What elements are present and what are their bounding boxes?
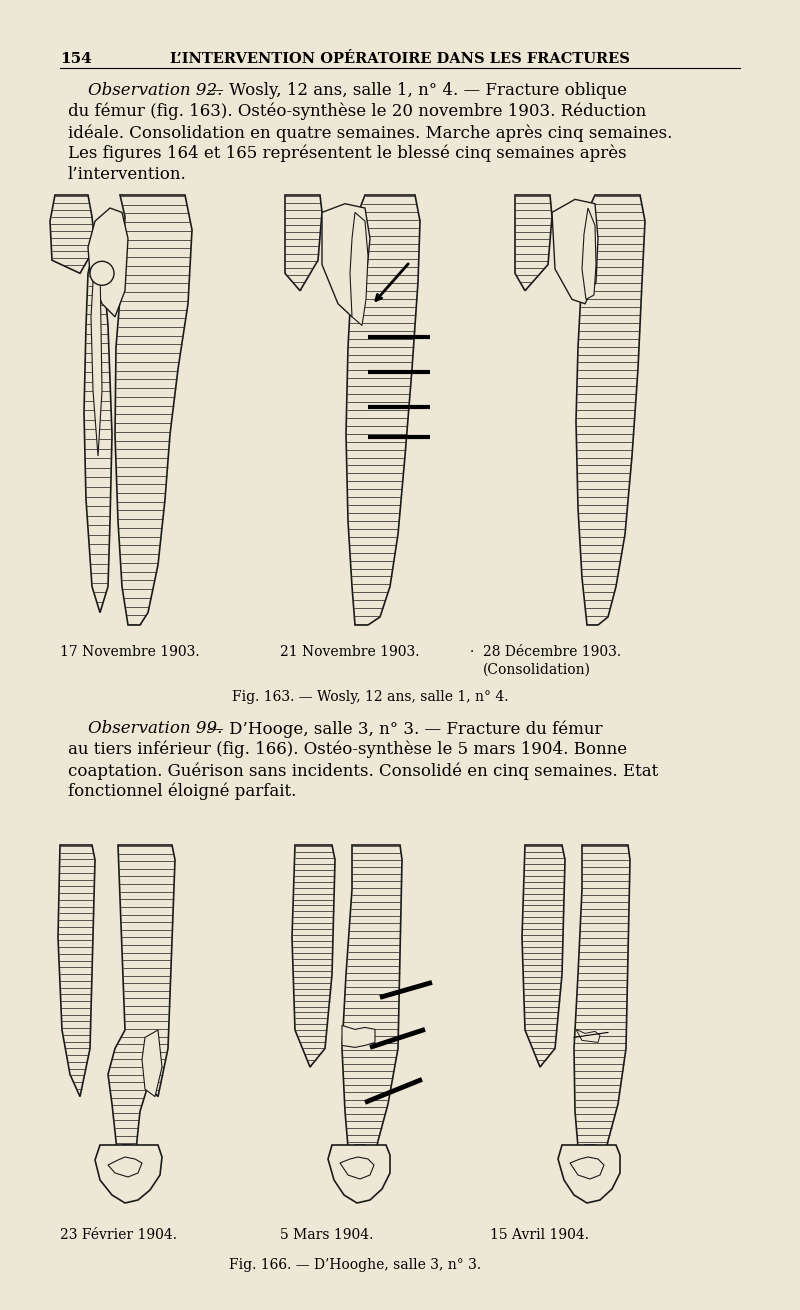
Text: Observation 99.: Observation 99. xyxy=(88,721,222,738)
Polygon shape xyxy=(346,195,420,625)
Text: — D’Hooge, salle 3, n° 3. — Fracture du fémur: — D’Hooge, salle 3, n° 3. — Fracture du … xyxy=(202,721,602,738)
Text: ·: · xyxy=(470,645,474,659)
Polygon shape xyxy=(142,1030,162,1096)
Text: — Wosly, 12 ans, salle 1, n° 4. — Fracture oblique: — Wosly, 12 ans, salle 1, n° 4. — Fractu… xyxy=(202,83,627,100)
Polygon shape xyxy=(342,845,402,1178)
Text: 17 Novembre 1903.: 17 Novembre 1903. xyxy=(60,645,200,659)
Polygon shape xyxy=(95,1145,162,1203)
Polygon shape xyxy=(576,1030,600,1043)
Text: 23 Février 1904.: 23 Février 1904. xyxy=(60,1227,177,1242)
Polygon shape xyxy=(340,1157,374,1179)
Polygon shape xyxy=(115,195,192,625)
Polygon shape xyxy=(350,212,368,325)
Polygon shape xyxy=(88,208,128,317)
Polygon shape xyxy=(570,1157,604,1179)
Polygon shape xyxy=(515,195,552,291)
Text: 28 Décembre 1903.: 28 Décembre 1903. xyxy=(483,645,621,659)
Polygon shape xyxy=(58,845,95,1096)
Polygon shape xyxy=(582,208,596,300)
Text: 21 Novembre 1903.: 21 Novembre 1903. xyxy=(280,645,419,659)
Text: L’INTERVENTION OPÉRATOIRE DANS LES FRACTURES: L’INTERVENTION OPÉRATOIRE DANS LES FRACT… xyxy=(170,52,630,66)
Polygon shape xyxy=(84,255,112,613)
Text: idéale. Consolidation en quatre semaines. Marche après cinq semaines.: idéale. Consolidation en quatre semaines… xyxy=(68,124,672,141)
Polygon shape xyxy=(285,195,322,291)
Text: coaptation. Guérison sans incidents. Consolidé en cinq semaines. Etat: coaptation. Guérison sans incidents. Con… xyxy=(68,762,658,779)
Polygon shape xyxy=(50,195,95,274)
Circle shape xyxy=(90,261,114,286)
Text: Observation 92.: Observation 92. xyxy=(88,83,222,100)
Polygon shape xyxy=(292,845,335,1068)
Text: 154: 154 xyxy=(60,52,92,66)
Text: fonctionnel éloigné parfait.: fonctionnel éloigné parfait. xyxy=(68,783,296,800)
Text: Les figures 164 et 165 représentent le blessé cinq semaines après: Les figures 164 et 165 représentent le b… xyxy=(68,145,626,162)
Polygon shape xyxy=(108,845,175,1159)
Text: 5 Mars 1904.: 5 Mars 1904. xyxy=(280,1227,374,1242)
Text: Fig. 163. — Wosly, 12 ans, salle 1, n° 4.: Fig. 163. — Wosly, 12 ans, salle 1, n° 4… xyxy=(232,690,508,703)
Polygon shape xyxy=(91,265,102,456)
Polygon shape xyxy=(108,1157,142,1176)
Text: Fig. 166. — D’Hooghe, salle 3, n° 3.: Fig. 166. — D’Hooghe, salle 3, n° 3. xyxy=(229,1258,481,1272)
Polygon shape xyxy=(322,203,370,317)
Text: (Consolidation): (Consolidation) xyxy=(483,663,591,677)
Polygon shape xyxy=(576,195,645,625)
Text: au tiers inférieur (fig. 166). Ostéo-synthèse le 5 mars 1904. Bonne: au tiers inférieur (fig. 166). Ostéo-syn… xyxy=(68,741,627,758)
Text: 15 Avril 1904.: 15 Avril 1904. xyxy=(490,1227,589,1242)
Polygon shape xyxy=(522,845,565,1068)
Text: l’intervention.: l’intervention. xyxy=(68,166,186,183)
Polygon shape xyxy=(552,199,598,304)
Polygon shape xyxy=(328,1145,390,1203)
Polygon shape xyxy=(558,1145,620,1203)
Text: du fémur (fig. 163). Ostéo-synthèse le 20 novembre 1903. Réduction: du fémur (fig. 163). Ostéo-synthèse le 2… xyxy=(68,103,646,121)
Polygon shape xyxy=(574,845,630,1178)
Polygon shape xyxy=(342,1026,375,1048)
